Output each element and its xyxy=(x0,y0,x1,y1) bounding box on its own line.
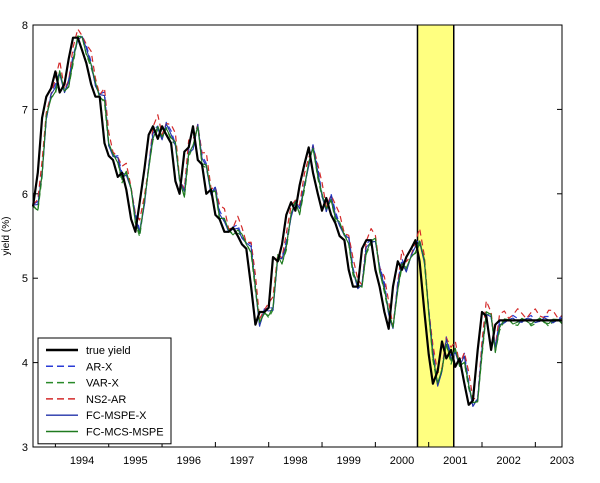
shaded-period xyxy=(417,25,454,447)
y-tick-label: 6 xyxy=(22,189,28,201)
y-tick-label: 5 xyxy=(22,273,28,285)
legend: true yield AR-X VAR-X NS2-AR FC-MSPE-X FC-MCS… xyxy=(37,337,172,445)
legend-label: FC-MCS-MSPE xyxy=(86,427,164,439)
x-tick-label: 2001 xyxy=(443,455,467,467)
y-tick-label: 4 xyxy=(22,358,28,370)
legend-label: VAR-X xyxy=(86,378,119,390)
y-tick-label: 8 xyxy=(22,20,28,32)
plot-frame xyxy=(32,24,563,448)
y-axis: 3 4 5 6 7 8 xyxy=(22,20,562,454)
x-axis: 1994 1995 1996 1997 1998 1999 2000 2001 2002 2003 xyxy=(54,442,574,467)
series-line-fc-mcs-mspe xyxy=(32,35,563,404)
y-tick-label: 7 xyxy=(22,104,28,116)
legend-label: NS2-AR xyxy=(86,394,126,406)
legend-box xyxy=(37,337,172,445)
x-tick-label: 1997 xyxy=(230,455,254,467)
y-tick-label: 3 xyxy=(22,442,28,454)
x-tick-label: 1996 xyxy=(176,455,200,467)
x-tick-label: 2003 xyxy=(550,455,574,467)
x-tick-label: 2000 xyxy=(390,455,414,467)
series-line-true-yield xyxy=(31,36,562,406)
y-axis-label: yield (%) xyxy=(1,217,12,256)
legend-label: AR-X xyxy=(86,361,113,373)
series-layer xyxy=(31,28,563,408)
legend-label: FC-MSPE-X xyxy=(86,410,147,422)
legend-label: true yield xyxy=(86,345,131,357)
x-tick-label: 1995 xyxy=(123,455,147,467)
x-tick-label: 1994 xyxy=(70,455,94,467)
x-tick-label: 1999 xyxy=(336,455,360,467)
x-tick-label: 1998 xyxy=(283,455,307,467)
x-tick-label: 2002 xyxy=(496,455,520,467)
